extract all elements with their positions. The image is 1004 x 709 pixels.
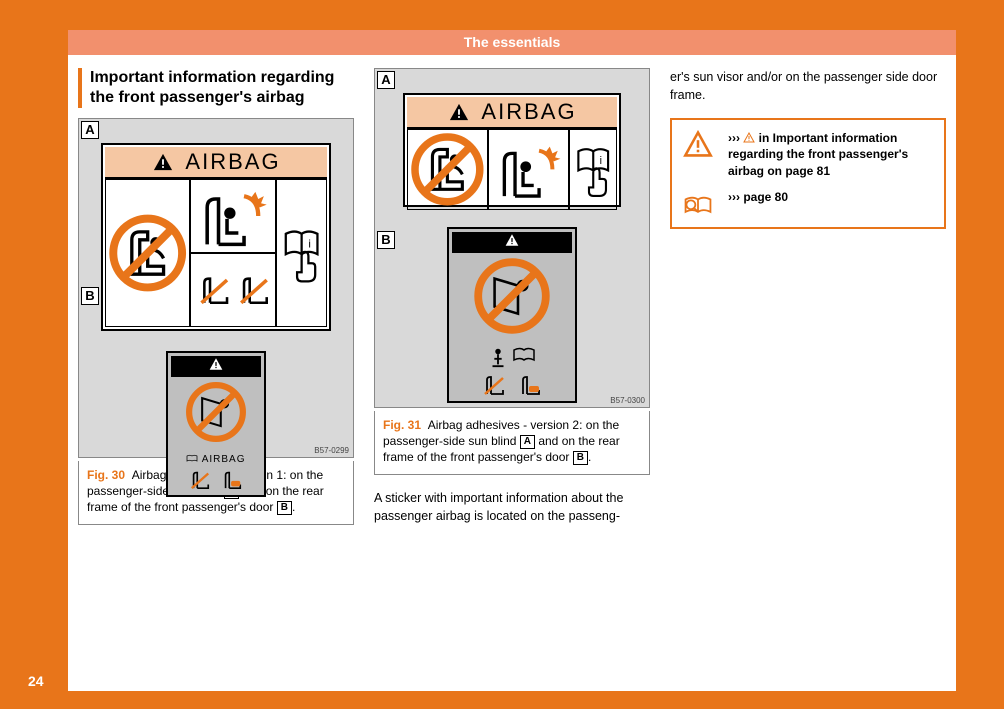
seat-positions-icon xyxy=(190,253,275,327)
panel-a-label: A xyxy=(81,121,99,139)
figure-31-ref: B57-0300 xyxy=(610,396,645,405)
manual-reference-icon xyxy=(682,189,714,217)
title-line-1: Important information regarding xyxy=(90,69,334,86)
column-3: er's sun visor and/or on the passenger s… xyxy=(670,68,946,681)
airbag-grid xyxy=(105,179,327,327)
airbag-text: AIRBAG xyxy=(185,149,280,175)
manual-page: The essentials Important information reg… xyxy=(68,30,956,691)
figure-31: A AIRBAG xyxy=(374,68,650,408)
section-title: Important information regarding the fron… xyxy=(78,68,354,108)
fig-31-number: Fig. 31 xyxy=(383,418,421,432)
door-sticker-v2 xyxy=(447,227,577,403)
inline-warning-icon xyxy=(743,132,755,143)
airbag-sticker-v1: AIRBAG xyxy=(101,143,331,331)
manual-hand-icon-2 xyxy=(569,129,617,210)
figure-31-caption: Fig. 31 Airbag adhesives - version 2: on… xyxy=(374,411,650,475)
child-airbag-icon-2 xyxy=(488,129,569,210)
figure-30-ref: B57-0299 xyxy=(314,446,349,455)
panel-a-label-2: A xyxy=(377,71,395,89)
door-sticker-warning-2 xyxy=(452,232,572,253)
door-seat-icons xyxy=(171,466,261,492)
airbag-sticker-v2: AIRBAG xyxy=(403,93,621,207)
body-text-col3: er's sun visor and/or on the passenger s… xyxy=(670,68,946,104)
figure-30: A AIRBAG xyxy=(78,118,354,458)
title-line-2: the front passenger's airbag xyxy=(90,89,305,106)
door-prohibit-icon xyxy=(185,381,247,443)
fig-30-number: Fig. 30 xyxy=(87,468,125,482)
page-number: 24 xyxy=(28,673,44,689)
airbag-header-2: AIRBAG xyxy=(407,97,617,129)
header-band: The essentials xyxy=(68,30,956,55)
manual-hand-icon xyxy=(276,179,327,327)
ref-text-1: ››› in Important information regarding t… xyxy=(728,130,934,179)
ref-row-1: ››› in Important information regarding t… xyxy=(682,130,934,179)
column-1: Important information regarding the fron… xyxy=(78,68,354,681)
content-columns: Important information regarding the fron… xyxy=(78,68,946,681)
door-airbag-label: AIRBAG xyxy=(171,452,261,466)
door-belt-book-icons xyxy=(452,344,572,370)
ref-text-2: ››› page 80 xyxy=(728,189,788,205)
door-seat-icons-2 xyxy=(452,370,572,398)
warning-triangle-icon xyxy=(151,152,175,172)
column-2: A AIRBAG xyxy=(374,68,650,681)
airbag-text-2: AIRBAG xyxy=(481,99,576,125)
airbag-grid-2 xyxy=(407,129,617,203)
panel-b-label: B xyxy=(81,287,99,305)
warning-triangle-icon xyxy=(682,130,714,158)
ref-row-2: ››› page 80 xyxy=(682,189,934,217)
airbag-header: AIRBAG xyxy=(105,147,327,179)
warning-triangle-icon xyxy=(447,102,471,122)
door-sticker-warning xyxy=(171,356,261,377)
child-airbag-icon xyxy=(190,179,275,253)
panel-b-label-2: B xyxy=(377,231,395,249)
door-prohibit-icon-2 xyxy=(473,257,551,335)
prohibit-childseat-icon xyxy=(105,179,190,327)
body-text-col2: A sticker with important information abo… xyxy=(374,489,650,525)
door-sticker-v1: AIRBAG xyxy=(166,351,266,497)
prohibit-childseat-icon-2 xyxy=(407,129,488,210)
reference-box: ››› in Important information regarding t… xyxy=(670,118,946,229)
